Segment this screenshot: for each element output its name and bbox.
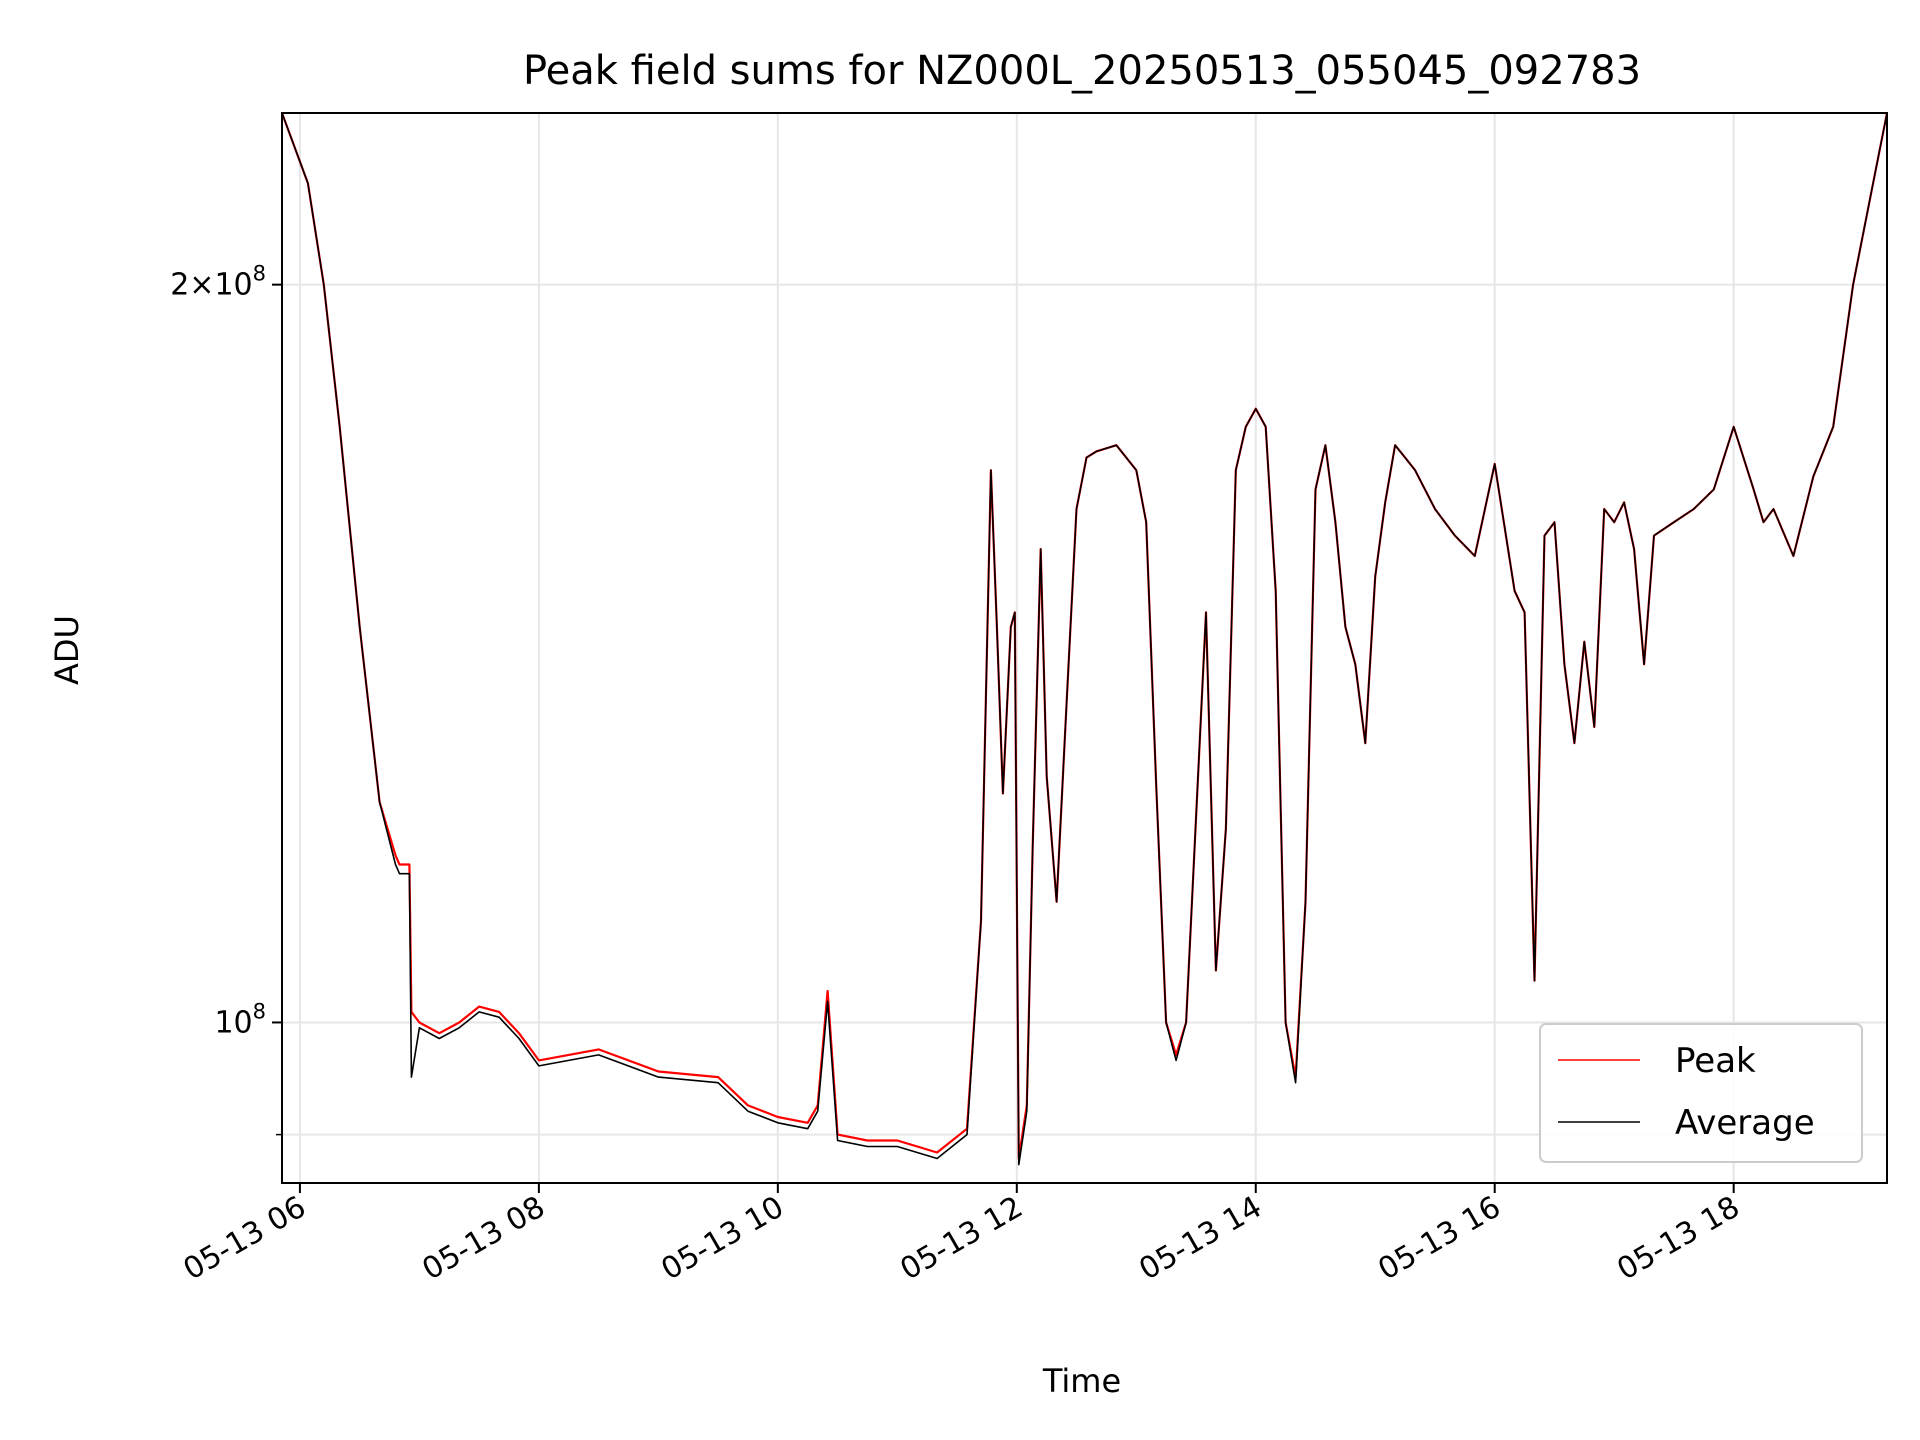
legend-box <box>1539 1023 1863 1163</box>
legend-peak-label: Peak <box>1675 1041 1756 1081</box>
x-axis-label: Time <box>1042 1362 1121 1400</box>
y-axis: 2×108 108 <box>170 262 282 1136</box>
y-tick-label: 108 <box>214 999 266 1040</box>
y-axis-label: ADU <box>48 615 86 685</box>
legend: Peak Average <box>1539 1023 1863 1163</box>
plot-frame <box>281 112 1888 1184</box>
legend-average-label: Average <box>1675 1103 1815 1143</box>
y-tick-label: 2×108 <box>170 262 266 303</box>
series-layer <box>280 112 1889 1166</box>
chart-title: Peak field sums for NZ000L_20250513_0550… <box>523 48 1641 94</box>
series-line-average <box>281 112 1888 1166</box>
